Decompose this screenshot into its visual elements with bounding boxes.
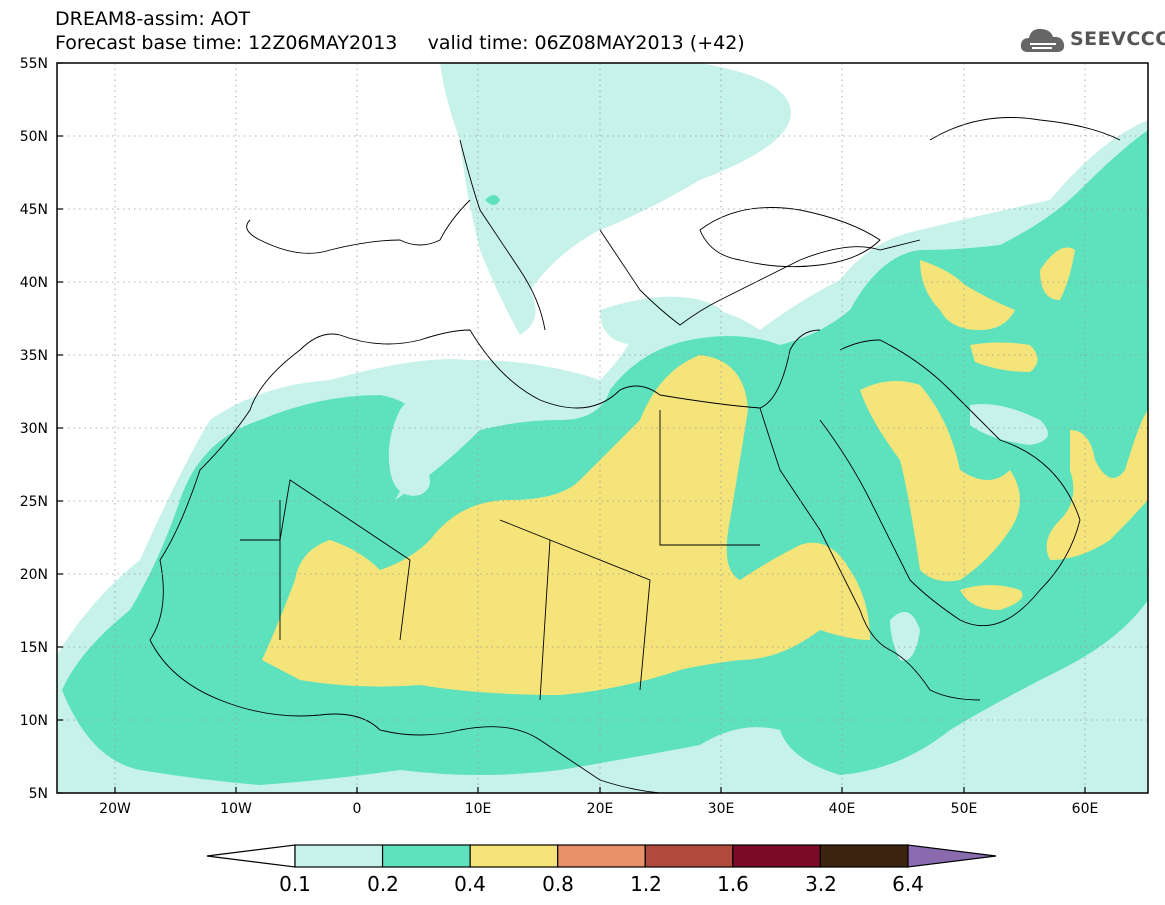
colorbar-box (732, 844, 822, 868)
colorbar-box (294, 844, 384, 868)
cloud-icon (1020, 28, 1065, 52)
lat-label: 45N (20, 202, 48, 218)
lat-label: 10N (20, 713, 48, 729)
lon-label: 20E (587, 801, 614, 817)
colorbar-label: 0.2 (367, 872, 399, 896)
lon-label: 40E (829, 801, 856, 817)
latitude-labels: 55N 50N 45N 40N 35N 30N 25N 20N 15N 10N … (20, 56, 48, 802)
colorbar-boxes (294, 844, 909, 868)
ticks (57, 62, 1086, 794)
colorbar-label: 6.4 (892, 872, 924, 896)
lat-label: 20N (20, 567, 48, 583)
colorbar-box (381, 844, 471, 868)
lat-label: 15N (20, 640, 48, 656)
aot-level-0.4 (262, 247, 1148, 695)
colorbar-label: 1.2 (630, 872, 662, 896)
lon-label: 50E (951, 801, 978, 817)
colorbar-label: 0.1 (279, 872, 311, 896)
colorbar-label: 0.8 (542, 872, 574, 896)
coastlines (149, 117, 1121, 793)
lat-label: 40N (20, 275, 48, 291)
lat-label: 30N (20, 421, 48, 437)
lon-label: 30E (708, 801, 735, 817)
colorbar-label: 0.4 (454, 872, 486, 896)
colorbar-label: 3.2 (805, 872, 837, 896)
seevccc-logo: SEEVCCC (1018, 22, 1165, 58)
lat-label: 5N (29, 786, 48, 802)
colorbar-box (557, 844, 646, 868)
colorbar-low-arrow (206, 844, 296, 868)
lon-label: 10W (220, 801, 252, 817)
colorbar-box (469, 844, 559, 868)
colorbar-box (819, 844, 909, 868)
longitude-labels: 20W 10W 0 10E 20E 30E 40E 50E 60E (99, 801, 1098, 817)
colorbar-labels: 0.1 0.2 0.4 0.8 1.2 1.6 3.2 6.4 (279, 872, 924, 896)
base-time-label: Forecast base time: 12Z06MAY2013 (55, 32, 398, 54)
lon-label: 0 (353, 801, 362, 817)
lon-label: 10E (465, 801, 492, 817)
time-line: Forecast base time: 12Z06MAY2013 valid t… (55, 32, 745, 54)
lat-label: 25N (20, 494, 48, 510)
graticule (57, 63, 1148, 793)
map-title: DREAM8-assim: AOT (55, 8, 251, 30)
lat-label: 35N (20, 348, 48, 364)
colorbar: 0.1 0.2 0.4 0.8 1.2 1.6 3.2 6.4 (206, 844, 997, 896)
logo-text: SEEVCCC (1070, 28, 1165, 50)
aot-level-0.1-inner (388, 398, 1048, 661)
lat-label: 50N (20, 129, 48, 145)
colorbar-label: 1.6 (717, 872, 749, 896)
colorbar-box (644, 844, 734, 868)
lat-label: 55N (20, 56, 48, 72)
lon-label: 60E (1072, 801, 1099, 817)
valid-time-label: valid time: 06Z08MAY2013 (+42) (427, 32, 745, 54)
lon-label: 20W (99, 801, 131, 817)
colorbar-high-arrow (907, 844, 997, 868)
